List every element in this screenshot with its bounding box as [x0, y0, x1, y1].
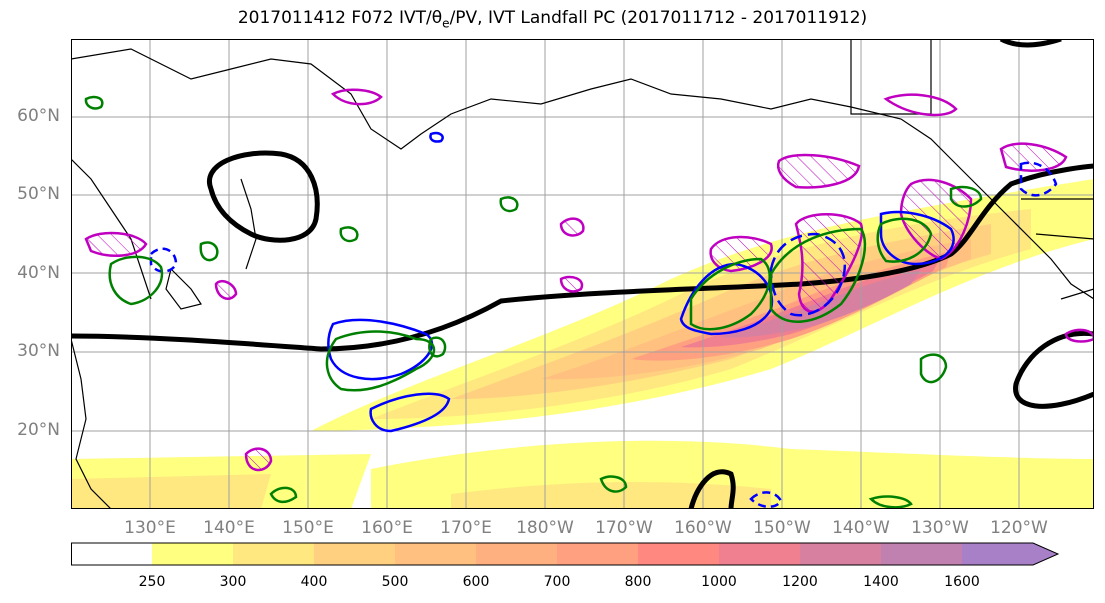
- colorbar-tick: 800: [624, 574, 652, 590]
- lat-label-50n: 50°N: [17, 184, 60, 204]
- colorbar-tick: 400: [300, 574, 328, 590]
- colorbar-segment: [638, 543, 719, 565]
- lon-label-180w: 180°W: [516, 518, 574, 538]
- lat-label-20n: 20°N: [17, 420, 60, 440]
- colorbar: [71, 542, 1060, 566]
- lon-label-170e: 170°E: [440, 518, 492, 538]
- colorbar-segment: [152, 543, 233, 565]
- colorbar-segment: [395, 543, 476, 565]
- lon-label-130e: 130°E: [124, 518, 176, 538]
- colorbar-segment: [881, 543, 962, 565]
- colorbar-extend-arrow: [962, 543, 1058, 565]
- lat-label-60n: 60°N: [17, 106, 60, 126]
- lon-label-170w: 170°W: [595, 518, 653, 538]
- colorbar-tick: 250: [138, 574, 166, 590]
- colorbar-tick: 700: [543, 574, 571, 590]
- lat-label-40n: 40°N: [17, 263, 60, 283]
- lon-label-160e: 160°E: [361, 518, 413, 538]
- colorbar-tick: 300: [219, 574, 247, 590]
- colorbar-tick: 1600: [944, 574, 980, 590]
- chart-title: 2017011412 F072 IVT/θe/PV, IVT Landfall …: [237, 8, 868, 31]
- colorbar-segment: [800, 543, 881, 565]
- colorbar-tick: 600: [462, 574, 490, 590]
- lon-label-160w: 160°W: [674, 518, 732, 538]
- coastlines: [71, 39, 1094, 509]
- pv-green-contours: [84, 95, 983, 509]
- lon-label-130w: 130°W: [911, 518, 969, 538]
- lon-label-150w: 150°W: [753, 518, 811, 538]
- colorbar-tick: 1000: [701, 574, 737, 590]
- lon-label-150e: 150°E: [282, 518, 334, 538]
- colorbar-segment: [476, 543, 557, 565]
- map-plot: [71, 39, 1094, 509]
- colorbar-tick: 1400: [863, 574, 899, 590]
- lon-label-140w: 140°W: [832, 518, 890, 538]
- lon-label-140e: 140°E: [203, 518, 255, 538]
- colorbar-segment: [719, 543, 800, 565]
- colorbar-segment: [314, 543, 395, 565]
- colorbar-segment: [71, 543, 152, 565]
- colorbar-outline: [71, 542, 1060, 566]
- colorbar-segment: [557, 543, 638, 565]
- lon-label-120w: 120°W: [990, 518, 1048, 538]
- colorbar-segment: [233, 543, 314, 565]
- colorbar-tick: 500: [381, 574, 409, 590]
- colorbar-tick: 1200: [782, 574, 818, 590]
- lat-label-30n: 30°N: [17, 341, 60, 361]
